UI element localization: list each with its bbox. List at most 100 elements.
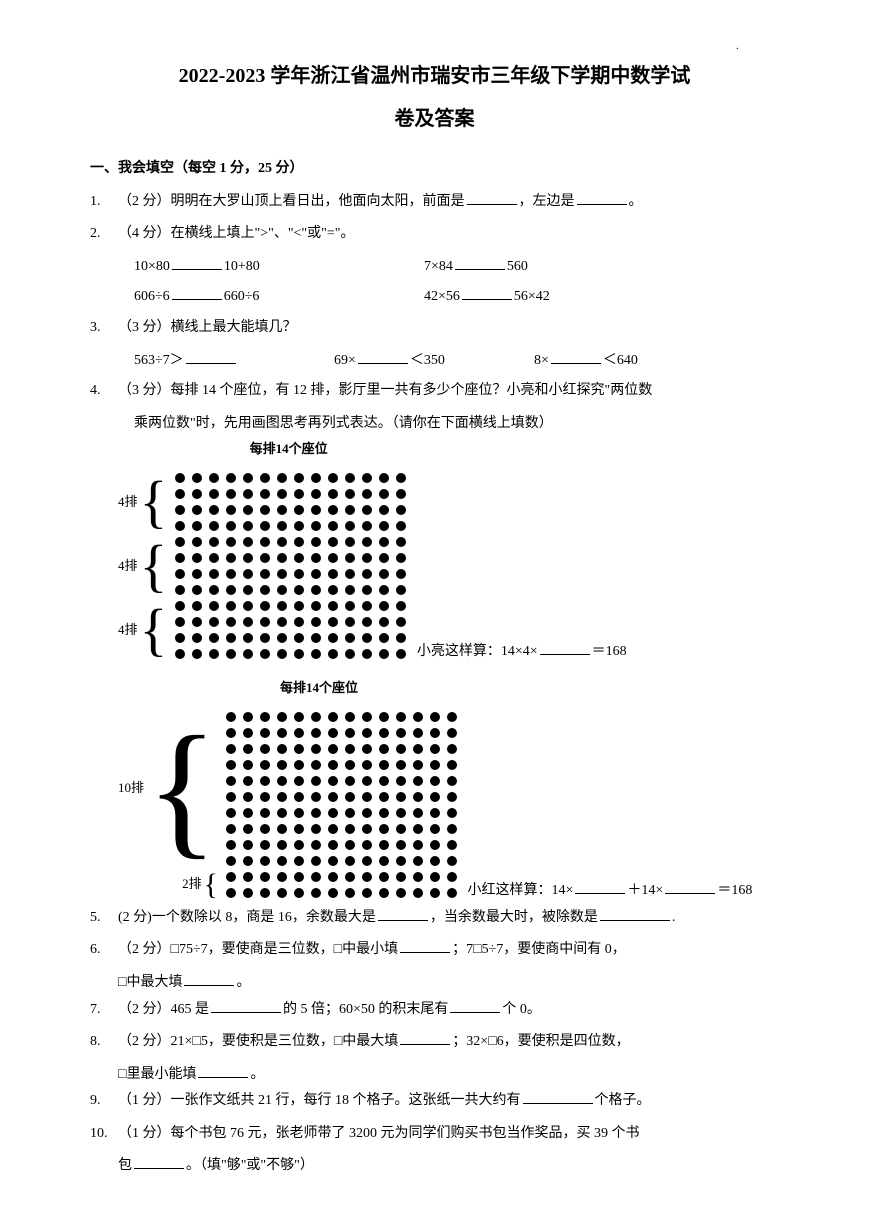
q10-line2: 包。（填"够"或"不够"）: [90, 1153, 779, 1180]
q2-row1: 10×8010+80 7×84560: [90, 254, 779, 281]
q10-text1: 每个书包 76 元，张老师带了 3200 元为同学们购买书包当作奖品，买 39 …: [171, 1126, 640, 1141]
q2-r1lb: 10+80: [224, 259, 260, 274]
q4-text2-line: 乘两位数"时，先用画图思考再列式表达。（请你在下面横线上填数）: [90, 411, 779, 438]
q2-r2lb: 660÷6: [224, 289, 260, 304]
q10-num: 10.: [90, 1121, 118, 1148]
q2-row2: 606÷6 660÷6 42×56 56×42: [90, 284, 779, 311]
q5-text2: ，当余数最大时，被除数是: [430, 910, 598, 925]
q6-points: （2 分）: [118, 942, 171, 957]
diagram2-dot-grid: [222, 709, 460, 901]
diagram1-dot-grid: [171, 470, 409, 662]
question-6: 6. （2 分）□75÷7，要使商是三位数，□中最小填 ；7□5÷7，要使商中间有…: [90, 937, 779, 964]
q3-text: 横线上最大能填几？: [171, 320, 297, 335]
q1-num: 1.: [90, 189, 118, 216]
question-10: 10. （1 分）每个书包 76 元，张老师带了 3200 元为同学们购买书包当…: [90, 1121, 779, 1148]
diagram1-col-label: 每排14个座位: [118, 437, 409, 462]
q3-c3a: 8×: [534, 353, 549, 368]
q10-blank1[interactable]: [134, 1154, 184, 1169]
q3-row: 563÷7＞ 69× ＜350 8× ＜640: [90, 348, 779, 375]
q7-text2: 的 5 倍；60×50 的积末尾有: [283, 1002, 448, 1017]
q7-blank1[interactable]: [211, 997, 281, 1012]
diagram2-row-labels: 10排{ 2排{: [118, 709, 222, 901]
q9-points: （1 分）: [118, 1093, 171, 1108]
q4d1-blank[interactable]: [540, 640, 590, 655]
q2-r2la: 606÷6: [134, 289, 170, 304]
q1-text1: 明明在大罗山顶上看日出，他面向太阳，前面是: [171, 194, 465, 209]
q8-text2: ；32×□6，要使积是四位数，: [452, 1034, 629, 1049]
q10-points: （1 分）: [118, 1126, 171, 1141]
question-4: 4. （3 分）每排 14 个座位，有 12 排，影厅里一共有多少个座位？小亮和…: [90, 378, 779, 405]
q5-num: 5.: [90, 905, 118, 932]
q8-text1: 21×□5，要使积是三位数，□中最大填: [171, 1034, 399, 1049]
q5-blank2[interactable]: [600, 905, 670, 920]
q6-text1: □75÷7，要使商是三位数，□中最小填: [171, 942, 399, 957]
q6-line2: □中最大填。: [90, 970, 779, 997]
question-3: 3. （3 分）横线上最大能填几？: [90, 315, 779, 342]
diagram2: 每排14个座位 10排{ 2排{: [118, 676, 460, 905]
diagram1-row-labels: 4排{ 4排{ 4排{: [118, 470, 171, 662]
q5-blank1[interactable]: [378, 905, 428, 920]
q2-r2rb: 56×42: [514, 289, 550, 304]
q2-r2-blank2[interactable]: [462, 285, 512, 300]
q7-text1: 465 是: [171, 1002, 210, 1017]
question-1: 1. （2 分）明明在大罗山顶上看日出，他面向太阳，前面是 ，左边是 。: [90, 189, 779, 216]
diagram1: 每排14个座位 4排{ 4排{ 4排{: [118, 437, 409, 666]
q9-text2: 个格子。: [595, 1093, 651, 1108]
q1-points: （2 分）: [118, 194, 171, 209]
q4-num: 4.: [90, 378, 118, 405]
q8-blank2[interactable]: [198, 1062, 248, 1077]
q3-c3b: ＜640: [603, 353, 638, 368]
q2-r1rb: 560: [507, 259, 528, 274]
q6-blank2[interactable]: [184, 971, 234, 986]
q3-c1: 563÷7＞: [134, 353, 184, 368]
q2-text: 在横线上填上">"、"<"或"="。: [171, 226, 355, 241]
q4d2-blank1[interactable]: [575, 879, 625, 894]
q6-num: 6.: [90, 937, 118, 964]
q2-r2ra: 42×56: [424, 289, 460, 304]
q6-text2: ；7□5÷7，要使商中间有 0，: [452, 942, 626, 957]
q4d2-blank2[interactable]: [665, 879, 715, 894]
question-8: 8. （2 分）21×□5，要使积是三位数，□中最大填 ；32×□6，要使积是四位…: [90, 1029, 779, 1056]
q3-blank3[interactable]: [551, 348, 601, 363]
q3-c2a: 69×: [334, 353, 356, 368]
q5-text1: 一个数除以 8，商是 16，余数最大是: [152, 910, 376, 925]
q2-r2-blank1[interactable]: [172, 285, 222, 300]
q9-text1: 一张作文纸共 21 行，每行 18 个格子。这张纸一共大约有: [171, 1093, 521, 1108]
section1-header: 一、我会填空（每空 1 分，25 分）: [90, 156, 779, 183]
q8-line2: □里最小能填。: [90, 1062, 779, 1089]
page-marker: ·: [736, 40, 739, 59]
q2-r1ra: 7×84: [424, 259, 453, 274]
diagram1-caption: 小亮这样算：14×4×＝168: [417, 644, 627, 659]
q4-text1: 每排 14 个座位，有 12 排，影厅里一共有多少个座位？小亮和小红探究"两位数: [171, 383, 653, 398]
q7-blank2[interactable]: [450, 997, 500, 1012]
q1-blank2[interactable]: [577, 189, 627, 204]
q3-c2b: ＜350: [410, 353, 445, 368]
question-5: 5. (2 分)一个数除以 8，商是 16，余数最大是 ，当余数最大时，被除数是.: [90, 905, 779, 932]
q8-num: 8.: [90, 1029, 118, 1056]
q8-points: （2 分）: [118, 1034, 171, 1049]
q3-num: 3.: [90, 315, 118, 342]
question-7: 7. （2 分）465 是的 5 倍；60×50 的积末尾有个 0。: [90, 997, 779, 1024]
q1-text3: 。: [629, 194, 643, 209]
q9-blank1[interactable]: [523, 1089, 593, 1104]
q3-blank2[interactable]: [358, 348, 408, 363]
q5-points: (2 分): [118, 910, 152, 925]
q2-points: （4 分）: [118, 226, 171, 241]
q3-blank1[interactable]: [186, 348, 236, 363]
q2-r1-blank2[interactable]: [455, 254, 505, 269]
q6-blank1[interactable]: [400, 938, 450, 953]
q8-blank1[interactable]: [400, 1030, 450, 1045]
question-9: 9. （1 分）一张作文纸共 21 行，每行 18 个格子。这张纸一共大约有 个格…: [90, 1088, 779, 1115]
q2-num: 2.: [90, 221, 118, 248]
question-2: 2. （4 分）在横线上填上">"、"<"或"="。: [90, 221, 779, 248]
exam-title-line2: 卷及答案: [90, 100, 779, 138]
q5-text3: .: [672, 910, 676, 925]
q7-text3: 个 0。: [502, 1002, 541, 1017]
q1-text2: ，左边是: [519, 194, 575, 209]
diagram2-caption: 小红这样算：14×＋14×＝168: [468, 883, 753, 898]
exam-title-line1: 2022-2023 学年浙江省温州市瑞安市三年级下学期中数学试: [90, 60, 779, 92]
q9-num: 9.: [90, 1088, 118, 1115]
diagram2-col-label: 每排14个座位: [118, 676, 460, 701]
q1-blank1[interactable]: [467, 189, 517, 204]
q2-r1-blank1[interactable]: [172, 254, 222, 269]
